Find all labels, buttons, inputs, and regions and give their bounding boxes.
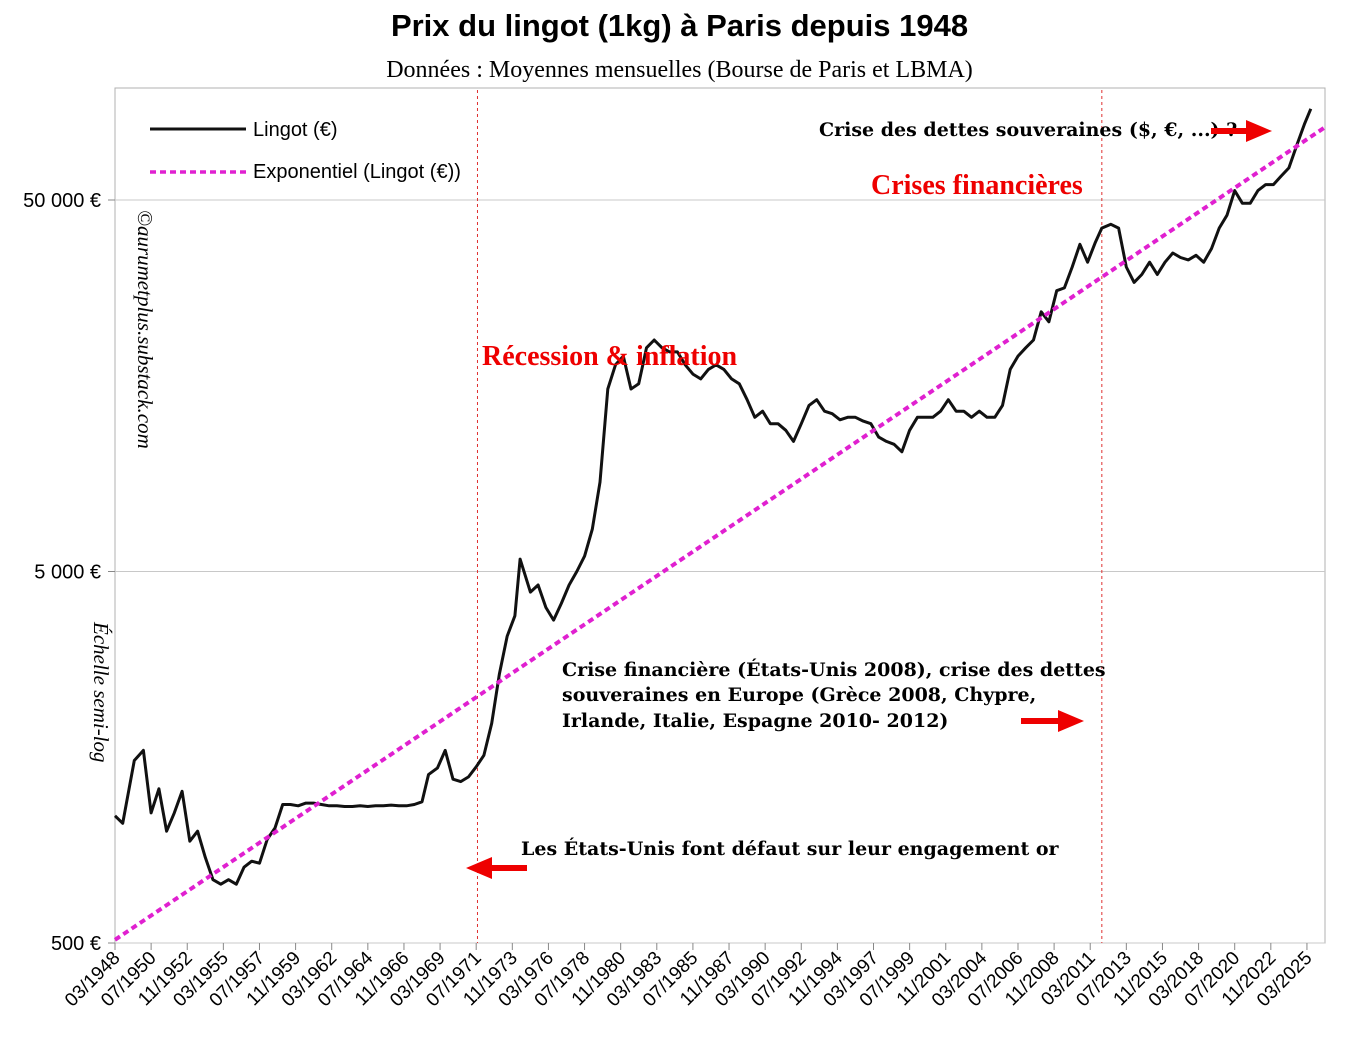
plot-frame <box>114 87 1326 944</box>
y-axis-ticks: 500 € 5 000 € 50 000 € <box>23 190 115 955</box>
legend-label-lingot: Lingot (€) <box>253 119 338 141</box>
y-tick-label-1: 5 000 € <box>34 562 101 584</box>
arrow-dettes-right <box>1211 120 1272 142</box>
annotation-defaut: Les États-Unis font défaut sur leur enga… <box>521 837 1060 860</box>
series-lingot-line <box>113 108 1313 886</box>
chart-title: Prix du lingot (1kg) à Paris depuis 1948 <box>390 8 969 43</box>
reference-lines <box>476 90 1103 943</box>
x-axis-ticks: 03/194807/195011/195203/195507/195711/19… <box>61 943 1316 1011</box>
annotation-crise2008-line3: Irlande, Italie, Espagne 2010- 2012) <box>562 710 948 732</box>
grid-lines <box>115 199 1325 944</box>
annotation-crise2008-line1: Crise financière (États-Unis 2008), cris… <box>562 658 1106 681</box>
legend: Lingot (€) Exponentiel (Lingot (€)) <box>150 119 461 183</box>
annotation-recession: Récession & inflation <box>482 341 738 372</box>
legend-label-exponentiel: Exponentiel (Lingot (€)) <box>253 161 461 183</box>
annotation-crise2008-line2: souveraines en Europe (Grèce 2008, Chypr… <box>562 684 1036 706</box>
watermark-text: ©aurumetplus.substack.com <box>133 210 157 449</box>
y-tick-label-0: 500 € <box>51 933 101 955</box>
y-tick-label-2: 50 000 € <box>23 190 101 212</box>
arrow-crise2008-right <box>1021 710 1084 732</box>
annotation-crises: Crises financières <box>871 170 1083 201</box>
series-exponentiel-trendline <box>113 125 1327 942</box>
annotation-dettes: Crise des dettes souveraines ($, €, ...)… <box>819 119 1237 141</box>
scale-note: Échelle semi-log <box>89 621 113 763</box>
series-layer <box>113 108 1327 942</box>
arrow-defaut-left <box>466 857 527 879</box>
chart-subtitle: Données : Moyennes mensuelles (Bourse de… <box>386 57 973 83</box>
